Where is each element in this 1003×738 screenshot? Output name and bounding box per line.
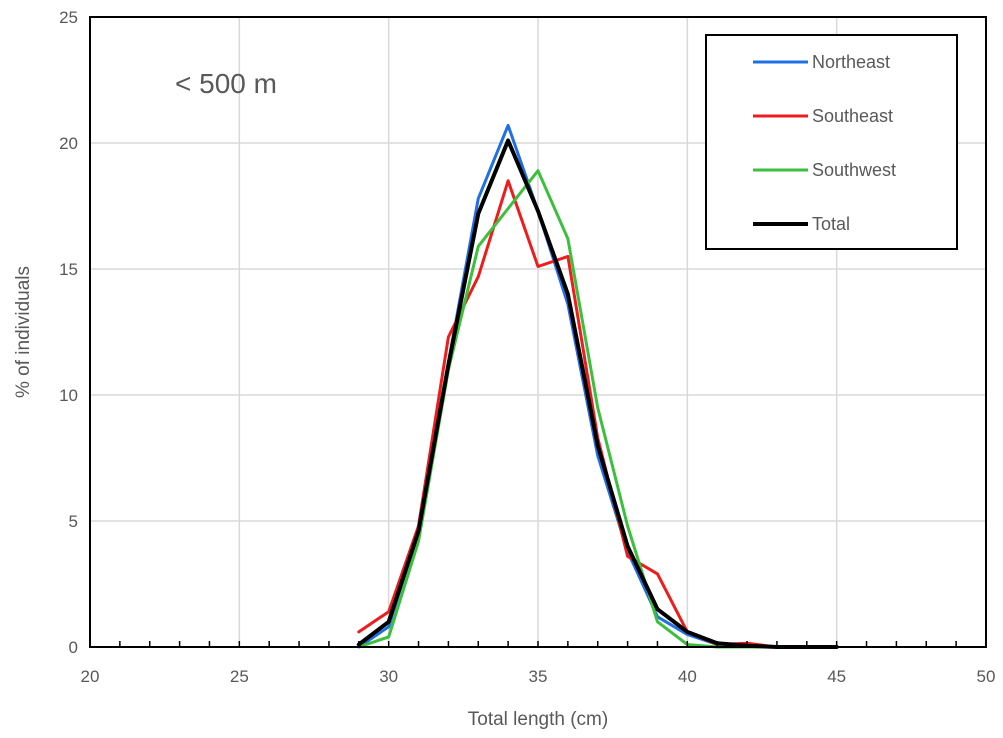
x-tick-label: 40 (678, 667, 697, 686)
y-tick-label: 20 (59, 134, 78, 153)
y-tick-label: 25 (59, 8, 78, 27)
legend-label: Northeast (812, 52, 890, 72)
legend-label: Southwest (812, 160, 896, 180)
y-tick-label: 5 (69, 512, 78, 531)
legend-label: Southeast (812, 106, 893, 126)
y-tick-label: 0 (69, 638, 78, 657)
x-tick-label: 50 (977, 667, 996, 686)
x-tick-labels: 20 25 30 35 40 45 50 (81, 667, 996, 686)
x-tick-label: 30 (379, 667, 398, 686)
legend-box (705, 34, 958, 250)
legend-items: Northeast Southeast Southwest Total (753, 52, 896, 234)
depth-annotation: < 500 m (175, 68, 277, 99)
legend-label: Total (812, 214, 850, 234)
y-tick-label: 15 (59, 260, 78, 279)
x-tick-label: 35 (529, 667, 548, 686)
x-axis-title: Total length (cm) (468, 709, 608, 730)
legend: Northeast Southeast Southwest Total (705, 34, 958, 250)
y-tick-labels: 0 5 10 15 20 25 (59, 8, 78, 657)
y-tick-label: 10 (59, 386, 78, 405)
x-tick-label: 45 (827, 667, 846, 686)
axis-ticks (119, 641, 957, 647)
x-tick-label: 20 (81, 667, 100, 686)
y-axis-title: % of individuals (13, 266, 34, 398)
x-tick-label: 25 (230, 667, 249, 686)
